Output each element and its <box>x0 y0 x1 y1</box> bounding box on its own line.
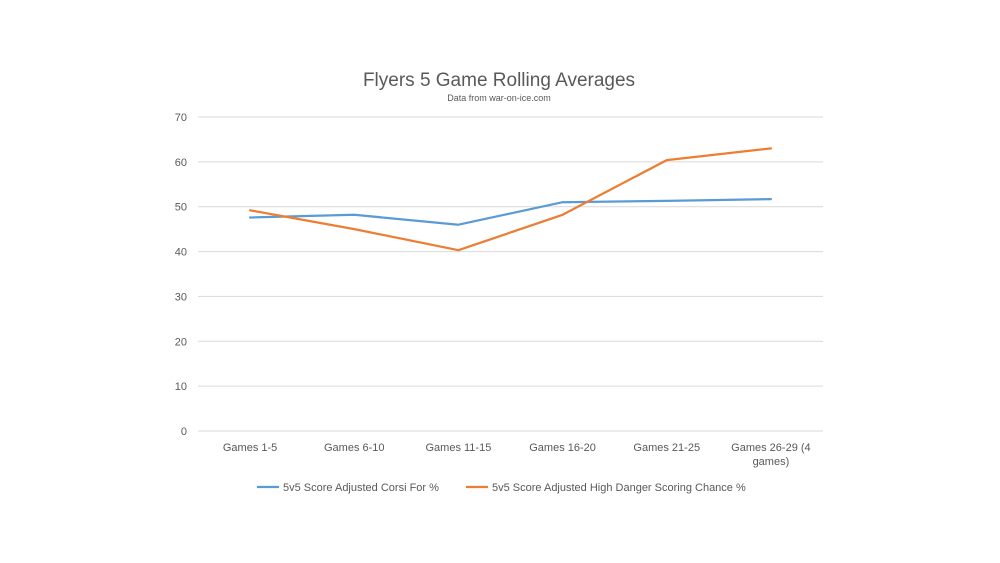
legend-label: 5v5 Score Adjusted Corsi For % <box>283 482 439 494</box>
y-tick-label: 60 <box>175 157 187 169</box>
y-tick-label: 0 <box>181 426 187 438</box>
series-lines <box>248 147 773 252</box>
y-tick-label: 50 <box>175 202 187 214</box>
x-tick-label-line: Games 11-15 <box>426 442 492 454</box>
x-tick-label: Games 26-29 (4 games) <box>731 442 810 468</box>
y-tick-label: 10 <box>175 381 187 393</box>
x-tick-label-line: Games 21-25 <box>633 442 700 454</box>
x-tick-label: Games 16-20 <box>529 442 596 454</box>
x-tick-label: Games 1-5 <box>223 442 277 454</box>
gridlines <box>198 116 823 432</box>
y-tick-label: 20 <box>175 336 187 348</box>
x-tick-label: Games 6-10 <box>324 442 385 454</box>
x-tick-label: Games 21-25 <box>633 442 700 454</box>
x-axis-ticks: Games 1-5 Games 6-10 Games 11-15 Games 16-2… <box>223 442 811 468</box>
series-line-1 <box>248 197 773 226</box>
y-tick-label: 30 <box>175 291 187 303</box>
chart-subtitle: Data from war-on-ice.com <box>447 93 551 103</box>
legend-label: 5v5 Score Adjusted High Danger Scoring C… <box>492 482 746 494</box>
series-line-2 <box>248 147 773 252</box>
y-tick-label: 40 <box>175 247 187 259</box>
legend: 5v5 Score Adjusted Corsi For % 5v5 Score … <box>257 482 746 494</box>
x-tick-label-line: Games 1-5 <box>223 442 277 454</box>
x-tick-label-line: Games 16-20 <box>529 442 596 454</box>
x-tick-label: Games 11-15 <box>426 442 492 454</box>
x-tick-label-line: Games 6-10 <box>324 442 385 454</box>
x-tick-label-line: games) <box>753 456 790 468</box>
y-tick-label: 70 <box>175 112 187 124</box>
y-axis-ticks: 0 10 20 30 40 50 60 70 <box>175 112 187 438</box>
chart-title: Flyers 5 Game Rolling Averages <box>363 70 635 91</box>
x-tick-label-line: Games 26-29 (4 <box>731 442 810 454</box>
